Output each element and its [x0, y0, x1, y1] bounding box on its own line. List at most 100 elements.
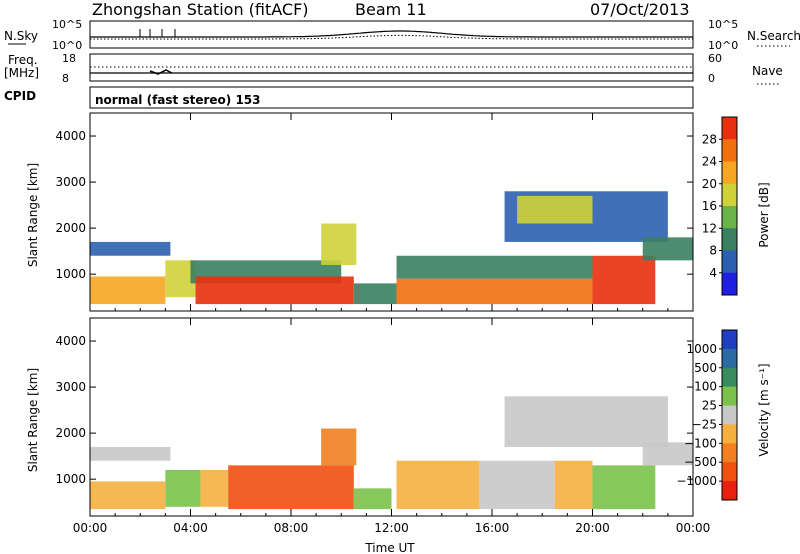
colorbar-tick-label: 28 [702, 132, 717, 146]
y-tick-label: 3000 [55, 380, 86, 394]
colorbar-segment [722, 348, 737, 369]
noise-right-tick-bottom: 10^0 [708, 39, 738, 52]
colorbar-tick-label: 1000 [686, 342, 717, 356]
colorbar-segment [722, 330, 737, 350]
scatter-region-10 [504, 396, 668, 447]
noise-sky-trace [90, 30, 693, 38]
station-title: Zhongshan Station (fitACF) [92, 0, 309, 19]
colorbar-tick-label: 4 [709, 266, 717, 280]
beam-label: Beam 11 [355, 0, 427, 19]
scatter-region-10 [517, 195, 593, 224]
velocity-ylabel: Slant Range [km] [26, 368, 40, 472]
colorbar-frame [721, 329, 738, 501]
cpid-label: CPID [4, 89, 36, 103]
colorbar-segment [722, 367, 737, 388]
colorbar-segment [722, 183, 737, 207]
noise-traces [90, 29, 693, 40]
scatter-region-1 [90, 276, 166, 305]
scatter-region-5 [321, 428, 357, 466]
y-tick-label: 4000 [55, 129, 86, 143]
y-tick-label: 2000 [55, 426, 86, 440]
colorbar-segment [722, 443, 737, 463]
power-ylabel: Slant Range [km] [26, 163, 40, 267]
noise-search-label: N.Search [747, 29, 800, 43]
scatter-region-0 [90, 241, 171, 256]
velocity-heatmap-panel: 1000 2000 3000 4000 00:00 04:00 08:00 12:00 16:0… [55, 317, 738, 535]
colorbar-segment [722, 386, 737, 407]
colorbar-segment [722, 272, 737, 296]
scatter-region-11 [592, 255, 656, 305]
colorbar-tick-label: 100 [694, 380, 717, 394]
scatter-region-4 [228, 465, 354, 510]
colorbar-segment [722, 228, 737, 251]
colorbar-segment [722, 139, 737, 162]
colorbar-tick-label: −25 [692, 417, 717, 431]
colorbar-tick-label: 25 [702, 399, 717, 413]
scatter-region-7 [396, 255, 593, 279]
time-xlabel: Time UT [364, 541, 415, 554]
scatter-region-0 [90, 446, 171, 461]
power-colorbar-label: Power [dB] [757, 182, 771, 247]
freq-left-tick-bottom: 8 [62, 72, 69, 85]
colorbar-segment [722, 481, 737, 501]
colorbar-segment [722, 250, 737, 274]
x-tick-label: 04:00 [173, 521, 208, 535]
scatter-region-4 [195, 276, 354, 305]
freq-label: Freq. [8, 53, 38, 67]
scatter-region-2 [165, 469, 201, 507]
scatter-region-9 [554, 460, 593, 510]
x-tick-label: 16:00 [475, 521, 510, 535]
noise-sky-label: N.Sky [4, 29, 38, 43]
x-tick-label: 00:00 [676, 521, 711, 535]
scatter-region-3 [200, 469, 229, 507]
colorbar-tick-label: −100 [684, 436, 717, 450]
scatter-region-5 [321, 223, 357, 265]
scatter-region-8 [479, 460, 555, 510]
x-tick-label: 20:00 [575, 521, 610, 535]
freq-traces [90, 66, 693, 75]
y-tick-label: 2000 [55, 221, 86, 235]
y-tick-label: 3000 [55, 175, 86, 189]
x-tick-label: 08:00 [274, 521, 309, 535]
y-tick-label: 1000 [55, 472, 86, 486]
colorbar-segment [722, 206, 737, 229]
colorbar-tick-label: −1000 [676, 474, 717, 488]
colorbar-segment [722, 161, 737, 185]
scatter-region-7 [396, 460, 480, 510]
scatter-region-11 [592, 465, 656, 510]
colorbar-tick-label: 500 [694, 361, 717, 375]
freq-right-tick-bottom: 0 [708, 72, 715, 85]
scatter-region-6 [353, 283, 397, 305]
y-tick-label: 1000 [55, 267, 86, 281]
x-tick-label: 00:00 [73, 521, 108, 535]
freq-left-tick-top: 18 [62, 52, 76, 65]
noise-left-tick-bottom: 10^0 [52, 39, 82, 52]
freq-right-tick-top: 60 [708, 52, 722, 65]
colorbar-segment [722, 462, 737, 482]
cpid-text: normal (fast stereo) 153 [95, 93, 261, 107]
scatter-region-1 [90, 481, 166, 510]
scatter-region-12 [642, 442, 693, 466]
scatter-region-12 [642, 237, 693, 261]
freq-unit-label: [MHz] [4, 66, 39, 80]
freq-variation [149, 69, 173, 75]
colorbar-tick-label: 16 [702, 199, 717, 213]
scatter-region-8 [396, 278, 593, 305]
colorbar-segment [722, 424, 737, 444]
colorbar-tick-label: 24 [702, 155, 717, 169]
colorbar-segment [722, 405, 737, 425]
scatter-region-6 [353, 488, 392, 510]
noise-search-trace [90, 34, 693, 40]
colorbar-tick-label: 20 [702, 177, 717, 191]
noise-left-tick-top: 10^5 [52, 18, 82, 31]
velocity-colorbar-label: Velocity [m s⁻¹] [757, 363, 771, 456]
colorbar-tick-label: −500 [684, 455, 717, 469]
colorbar-tick-label: 12 [702, 221, 717, 235]
y-tick-label: 4000 [55, 334, 86, 348]
colorbar-tick-label: 8 [709, 244, 717, 258]
cpid-panel-frame [89, 86, 694, 109]
x-tick-label: 12:00 [374, 521, 409, 535]
nave-label: Nave [752, 64, 783, 78]
colorbar-segment [722, 117, 737, 140]
